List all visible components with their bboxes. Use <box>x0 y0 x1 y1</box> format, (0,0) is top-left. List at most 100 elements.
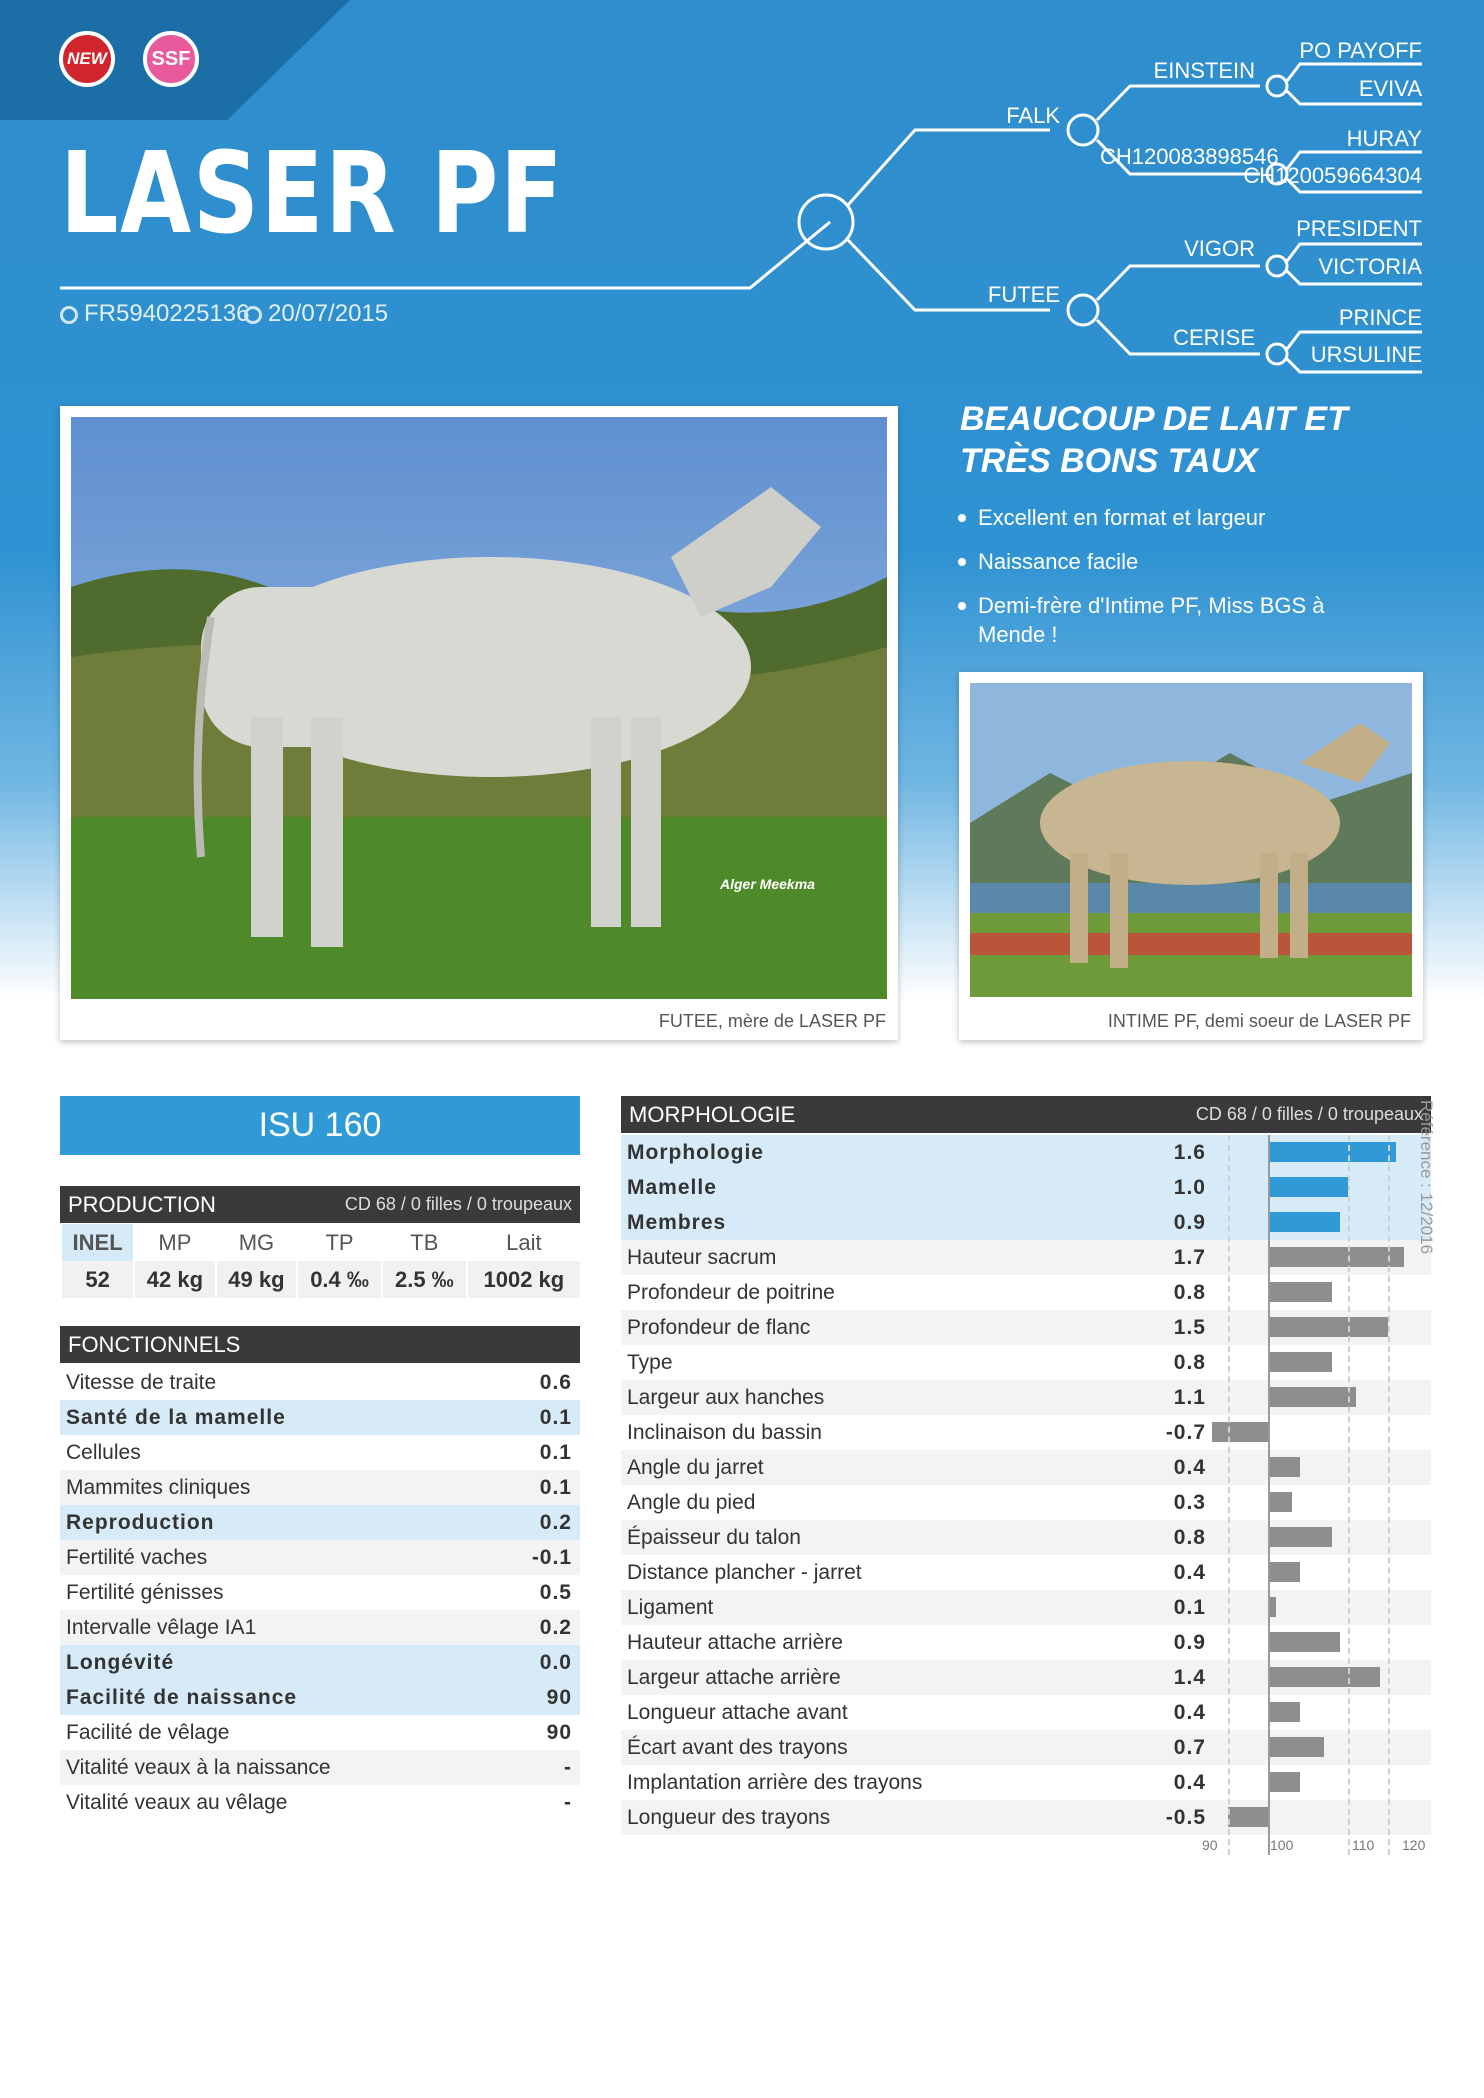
morphologie-label: Longueur des trayons <box>627 1806 831 1829</box>
feature-item: Demi-frère d'Intime PF, Miss BGS à Mende… <box>958 591 1388 649</box>
morphologie-label: Implantation arrière des trayons <box>627 1771 923 1794</box>
morphologie-label: Morphologie <box>627 1141 764 1164</box>
morphologie-row: Épaisseur du talon 0.8 <box>621 1520 1431 1555</box>
morphologie-row: Membres 0.9 <box>621 1205 1431 1240</box>
morphologie-row: Hauteur sacrum 1.7 <box>621 1240 1431 1275</box>
fonctionnel-label: Facilité de vêlage <box>66 1721 230 1744</box>
pedigree-dss: PRESIDENT <box>1296 216 1422 241</box>
id-icon <box>60 306 78 324</box>
morphologie-bar <box>1268 1702 1300 1722</box>
axis-tick-label: 90 <box>1202 1837 1218 1853</box>
production-table: INEL MP MG TP TB Lait 52 42 kg 49 kg 0.4… <box>59 1224 580 1298</box>
morphologie-row: Angle du pied 0.3 <box>621 1485 1431 1520</box>
pedigree-ssd: EVIVA <box>1359 76 1423 101</box>
fonctionnel-label: Fertilité vaches <box>66 1546 208 1569</box>
morphologie-value: 1.4 <box>1173 1666 1206 1689</box>
morphologie-bar <box>1268 1632 1340 1652</box>
fonctionnel-value: 90 <box>546 1686 572 1709</box>
morphologie-row: Inclinaison du bassin -0.7 <box>621 1415 1431 1450</box>
morphologie-row: Distance plancher - jarret 0.4 <box>621 1555 1431 1590</box>
fonctionnel-row: Fertilité vaches -0.1 <box>60 1540 580 1575</box>
production-value: 0.4 ‰ <box>296 1261 382 1298</box>
morphologie-label: Écart avant des trayons <box>627 1736 848 1759</box>
morphologie-label: Hauteur sacrum <box>627 1246 777 1269</box>
morphologie-bar <box>1228 1807 1268 1827</box>
production-header-row: INEL MP MG TP TB Lait <box>59 1224 580 1261</box>
fonctionnel-value: 0.1 <box>539 1441 572 1464</box>
fonctionnel-label: Fertilité génisses <box>66 1581 224 1604</box>
morphologie-label: Largeur aux hanches <box>627 1386 825 1409</box>
pedigree-dam: FUTEE <box>988 282 1060 307</box>
morphologie-row: Profondeur de flanc 1.5 <box>621 1310 1431 1345</box>
bull-name: LASER PF <box>60 129 565 259</box>
morphologie-value: 0.8 <box>1173 1281 1206 1304</box>
morphologie-bar <box>1268 1667 1380 1687</box>
cow-photo-2 <box>970 683 1412 997</box>
morphologie-label: Largeur attache arrière <box>627 1666 841 1689</box>
morphologie-row: Longueur attache avant 0.4 <box>621 1695 1431 1730</box>
ssf-badge: SSF <box>143 31 199 87</box>
morphologie-row: Type 0.8 <box>621 1345 1431 1380</box>
fonctionnel-row: Facilité de naissance 90 <box>60 1680 580 1715</box>
morphologie-value: 0.1 <box>1173 1596 1206 1619</box>
production-value-row: 52 42 kg 49 kg 0.4 ‰ 2.5 ‰ 1002 kg <box>59 1261 580 1298</box>
morphologie-value: -0.5 <box>1165 1806 1206 1829</box>
axis-gridline <box>1228 1135 1230 1855</box>
fonctionnel-value: -0.1 <box>531 1546 572 1569</box>
headline: BEAUCOUP DE LAIT ET TRÈS BONS TAUX <box>960 400 1348 480</box>
pedigree-dd: CERISE <box>1173 325 1255 350</box>
cow-photo <box>71 417 887 999</box>
morphologie-bar <box>1268 1212 1340 1232</box>
second-photo-caption: INTIME PF, demi soeur de LASER PF <box>1107 1011 1411 1031</box>
morphologie-bar <box>1268 1457 1300 1477</box>
morphologie-row: Implantation arrière des trayons 0.4 <box>621 1765 1431 1800</box>
morphologie-value: 0.8 <box>1173 1351 1206 1374</box>
morphologie-bar <box>1268 1247 1404 1267</box>
production-col: MP <box>133 1224 216 1261</box>
fonctionnel-row: Fertilité génisses 0.5 <box>60 1575 580 1610</box>
morphologie-bar <box>1268 1737 1324 1757</box>
production-col: TP <box>296 1224 382 1261</box>
feature-item: Naissance facile <box>958 547 1388 576</box>
calendar-icon <box>244 306 262 324</box>
axis-gridline <box>1348 1135 1350 1855</box>
morphologie-row: Angle du jarret 0.4 <box>621 1450 1431 1485</box>
morphologie-bar <box>1268 1282 1332 1302</box>
production-value: 1002 kg <box>465 1261 580 1298</box>
main-photo-frame: Alger Meekma FUTEE, mère de LASER PF <box>60 406 898 1040</box>
new-badge: NEW <box>59 31 115 87</box>
fonctionnel-value: 90 <box>546 1721 572 1744</box>
fonctionnel-row: Cellules 0.1 <box>60 1435 580 1470</box>
fonctionnel-row: Reproduction 0.2 <box>60 1505 580 1540</box>
morphologie-bar <box>1212 1422 1268 1442</box>
morphologie-label: Ligament <box>627 1596 714 1619</box>
fonctionnel-row: Mammites cliniques 0.1 <box>60 1470 580 1505</box>
morphologie-value: 0.4 <box>1173 1456 1206 1479</box>
fonctionnel-value: - <box>564 1756 572 1779</box>
morphologie-label: Mamelle <box>627 1176 717 1199</box>
morphologie-label: Profondeur de poitrine <box>627 1281 835 1304</box>
morphologie-value: 0.9 <box>1173 1631 1206 1654</box>
pedigree-sire-id: CH120083898546 <box>1100 144 1279 169</box>
morphologie-label: Longueur attache avant <box>627 1701 848 1724</box>
pedigree-ds: VIGOR <box>1184 236 1255 261</box>
morphologie-row: Largeur attache arrière 1.4 <box>621 1660 1431 1695</box>
second-photo-frame: INTIME PF, demi soeur de LASER PF <box>959 672 1423 1040</box>
morphologie-label: Angle du jarret <box>627 1456 764 1479</box>
production-value: 49 kg <box>214 1261 298 1298</box>
morphologie-bar <box>1268 1527 1332 1547</box>
fonctionnel-label: Santé de la mamelle <box>66 1406 286 1429</box>
morphologie-row: Longueur des trayons -0.5 <box>621 1800 1431 1835</box>
fonctionnel-label: Vitalité veaux au vêlage <box>66 1791 288 1814</box>
feature-list: Excellent en format et largeur Naissance… <box>958 503 1388 664</box>
photo-watermark: Alger Meekma <box>720 876 815 892</box>
morphologie-value: 1.5 <box>1173 1316 1206 1339</box>
morphologie-label: Angle du pied <box>627 1491 756 1514</box>
morphologie-label: Épaisseur du talon <box>627 1526 801 1549</box>
fonctionnel-value: 0.5 <box>539 1581 572 1604</box>
fonctionnel-row: Vitalité veaux à la naissance - <box>60 1750 580 1785</box>
morphologie-value: 0.4 <box>1173 1701 1206 1724</box>
morphologie-label: Distance plancher - jarret <box>627 1561 862 1584</box>
feature-item: Excellent en format et largeur <box>958 503 1388 532</box>
bull-id: FR5940225136 <box>60 300 249 328</box>
